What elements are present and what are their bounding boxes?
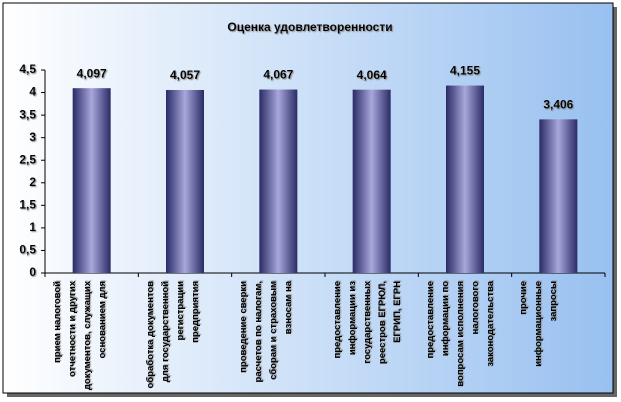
y-tick-label: 0 [29, 265, 36, 279]
y-tick-label: 3,5 [19, 107, 36, 121]
y-tick-label: 1,5 [19, 198, 36, 212]
bar [72, 88, 111, 273]
x-tick-text: обработка документов для государственной… [145, 281, 201, 389]
x-tick-text: предоставление информации из государстве… [331, 281, 403, 365]
x-tick-text: проведение сверки расчетов по налогам, с… [238, 281, 295, 383]
bar [446, 85, 484, 274]
data-label: 4,155 [450, 64, 480, 78]
x-tick-text: прочие информационные запросы [518, 281, 560, 367]
x-tick-label: предоставление информации по вопросам ис… [423, 281, 507, 399]
data-label: 4,097 [77, 66, 107, 80]
y-tick-label: 0,5 [19, 243, 36, 257]
bar [166, 89, 204, 273]
data-label: 4,057 [170, 68, 200, 82]
x-tick-label: прием налоговой отчетности и других доку… [50, 281, 134, 399]
y-tick-label: 3 [29, 130, 36, 144]
data-label: 4,064 [357, 68, 387, 82]
data-label: 4,067 [263, 68, 293, 82]
x-tick-text: прием налоговой отчетности и других доку… [51, 281, 108, 391]
bar [539, 119, 578, 273]
y-tick-label: 1 [29, 220, 36, 234]
x-tick-text: предоставление информации по вопросам ис… [425, 281, 496, 387]
bar [352, 89, 391, 273]
x-tick-label: обработка документов для государственной… [143, 281, 227, 399]
data-label: 3,406 [543, 98, 573, 112]
y-tick-label: 2 [29, 175, 36, 189]
bar [259, 89, 298, 273]
y-tick-label: 4,5 [19, 62, 36, 76]
x-tick-label: прочие информационные запросы [516, 281, 600, 399]
y-tick-label: 2,5 [19, 152, 36, 166]
chart-title: Оценка удовлетворенности [227, 20, 392, 34]
x-tick-label: предоставление информации из государстве… [330, 281, 414, 399]
x-tick-label: проведение сверки расчетов по налогам, с… [236, 281, 320, 399]
y-tick-label: 4 [29, 85, 36, 99]
